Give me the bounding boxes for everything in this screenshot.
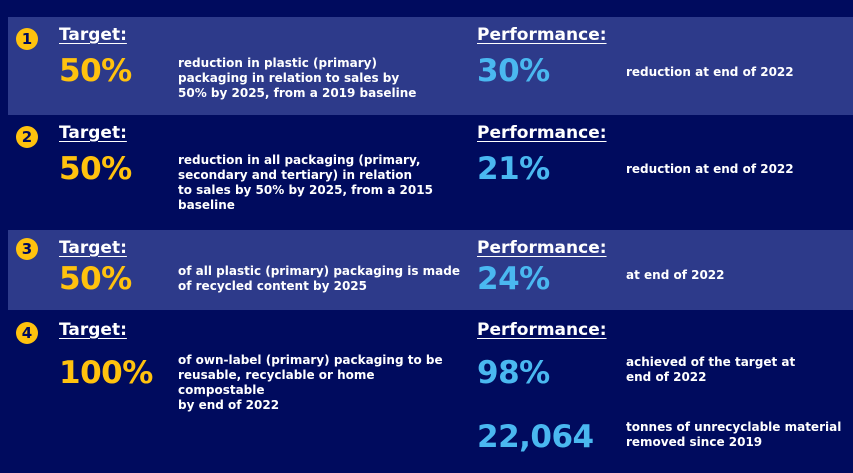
performance-value: 30%	[477, 53, 550, 89]
target-value: 100%	[59, 355, 153, 391]
target-label: Target:	[59, 320, 127, 340]
extra-performance-value: 22,064	[477, 419, 594, 455]
row-1-band	[8, 17, 853, 115]
target-description: reduction in plastic (primary) packaging…	[178, 56, 417, 100]
target-value: 50%	[59, 151, 132, 187]
performance-description: reduction at end of 2022	[626, 162, 794, 176]
row-number-badge: 4	[16, 322, 38, 344]
extra-performance-description: tonnes of unrecyclable material removed …	[626, 420, 842, 449]
performance-value: 24%	[477, 261, 550, 297]
target-label: Target:	[59, 123, 127, 143]
performance-label: Performance:	[477, 25, 607, 45]
target-description: reduction in all packaging (primary, sec…	[178, 153, 433, 212]
target-label: Target:	[59, 238, 127, 258]
row-number-badge: 3	[16, 238, 38, 260]
performance-value: 21%	[477, 151, 550, 187]
performance-description: at end of 2022	[626, 268, 725, 282]
target-label: Target:	[59, 25, 127, 45]
performance-label: Performance:	[477, 238, 607, 258]
performance-description: achieved of the target at end of 2022	[626, 355, 796, 384]
row-number-badge: 2	[16, 126, 38, 148]
target-description: of all plastic (primary) packaging is ma…	[178, 264, 460, 293]
target-description: of own-label (primary) packaging to be r…	[178, 353, 443, 412]
row-3-band	[8, 230, 853, 310]
performance-description: reduction at end of 2022	[626, 65, 794, 79]
performance-label: Performance:	[477, 123, 607, 143]
target-value: 50%	[59, 261, 132, 297]
performance-label: Performance:	[477, 320, 607, 340]
target-value: 50%	[59, 53, 132, 89]
row-number-badge: 1	[16, 28, 38, 50]
performance-value: 98%	[477, 355, 550, 391]
